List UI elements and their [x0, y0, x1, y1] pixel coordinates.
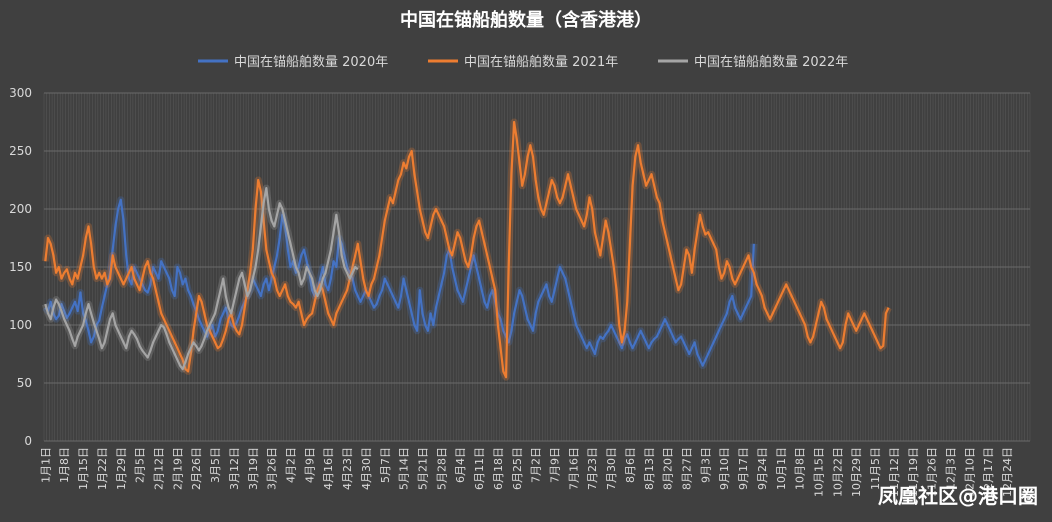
series-lines	[41, 118, 892, 381]
x-tick-label: 10月15日	[813, 447, 826, 497]
x-tick-label: 5月7日	[379, 447, 392, 483]
x-tick-label: 10月8日	[794, 447, 807, 490]
y-tick-label: 300	[9, 86, 32, 100]
legend-item: 中国在锚船舶数量 2020年	[198, 54, 388, 70]
x-tick-label: 8月13日	[643, 447, 656, 490]
y-tick-label: 0	[24, 434, 32, 448]
x-tick-label: 11月12日	[888, 447, 901, 497]
x-tick-label: 12月24日	[1001, 447, 1014, 497]
x-tick-label: 2月5日	[134, 447, 147, 483]
y-tick-label: 200	[9, 202, 32, 216]
legend-label: 中国在锚船舶数量 2022年	[694, 54, 848, 70]
x-tick-label: 10月1日	[775, 447, 788, 490]
x-tick-label: 4月30日	[360, 447, 373, 490]
chart-title: 中国在锚船舶数量（含香港港）	[400, 9, 652, 31]
legend-item: 中国在锚船舶数量 2022年	[658, 54, 848, 70]
x-tick-label: 1月29日	[115, 447, 128, 490]
x-tick-label: 3月26日	[266, 447, 279, 490]
x-tick-label: 6月18日	[492, 447, 505, 490]
x-tick-label: 8月20日	[662, 447, 675, 490]
x-tick-label: 5月21日	[417, 447, 430, 490]
series-line	[44, 187, 359, 371]
x-tick-label: 11月5日	[869, 447, 882, 490]
x-tick-label: 3月12日	[228, 447, 241, 490]
x-tick-label: 8月27日	[681, 447, 694, 490]
x-tick-label: 10月29日	[850, 447, 863, 497]
watermark-text: 凤凰社区@港口圈	[878, 484, 1038, 508]
x-tick-label: 5月28日	[435, 447, 448, 490]
grid-lines	[43, 92, 1031, 442]
x-tick-label: 4月23日	[341, 447, 354, 490]
x-tick-label: 4月16日	[322, 447, 335, 490]
y-tick-label: 150	[9, 260, 32, 274]
x-tick-label: 2月12日	[152, 447, 165, 490]
x-tick-label: 2月26日	[190, 447, 203, 490]
x-tick-label: 12月3日	[945, 447, 958, 490]
x-tick-label: 5月14日	[398, 447, 411, 490]
x-tick-label: 11月26日	[926, 447, 939, 497]
x-tick-label: 3月19日	[247, 447, 260, 490]
x-tick-label: 1月1日	[39, 447, 52, 483]
legend: 中国在锚船舶数量 2020年 中国在锚船舶数量 2021年 中国在锚船舶数量 202…	[198, 54, 848, 70]
x-tick-label: 1月8日	[58, 447, 71, 483]
x-tick-label: 12月10日	[963, 447, 976, 497]
x-tick-label: 9月24日	[756, 447, 769, 490]
x-axis: 1月1日 1月8日 1月15日 1月22日 1月29日 2月5日 2月12日 2月19日 2月2…	[39, 447, 1014, 497]
x-tick-label: 6月4日	[454, 447, 467, 483]
x-tick-label: 7月16日	[567, 447, 580, 490]
x-tick-label: 4月2日	[285, 447, 298, 483]
x-tick-label: 11月19日	[907, 447, 920, 497]
x-tick-label: 2月19日	[171, 447, 184, 490]
x-tick-label: 9月3日	[699, 447, 712, 483]
y-tick-label: 250	[9, 144, 32, 158]
x-tick-label: 7月30日	[605, 447, 618, 490]
series-line	[44, 198, 755, 367]
x-tick-label: 10月22日	[831, 447, 844, 497]
y-axis: 0 50 100 150 200 250 300	[9, 86, 32, 448]
x-tick-label: 7月2日	[530, 447, 543, 483]
x-tick-label: 7月9日	[549, 447, 562, 483]
x-tick-label: 12月17日	[982, 447, 995, 497]
y-tick-label: 100	[9, 318, 32, 332]
x-tick-label: 7月23日	[586, 447, 599, 490]
x-tick-label: 4月9日	[303, 447, 316, 483]
legend-label: 中国在锚船舶数量 2020年	[234, 54, 388, 70]
legend-item: 中国在锚船舶数量 2021年	[428, 54, 618, 70]
series-line	[44, 120, 890, 379]
x-tick-label: 8月6日	[624, 447, 637, 483]
legend-label: 中国在锚船舶数量 2021年	[464, 54, 618, 70]
x-tick-label: 1月15日	[77, 447, 90, 490]
y-tick-label: 50	[17, 376, 32, 390]
x-tick-label: 6月25日	[511, 447, 524, 490]
x-tick-label: 1月22日	[96, 447, 109, 490]
x-tick-label: 9月10日	[718, 447, 731, 490]
x-tick-label: 3月5日	[209, 447, 222, 483]
x-tick-label: 9月17日	[737, 447, 750, 490]
x-tick-label: 6月11日	[473, 447, 486, 490]
